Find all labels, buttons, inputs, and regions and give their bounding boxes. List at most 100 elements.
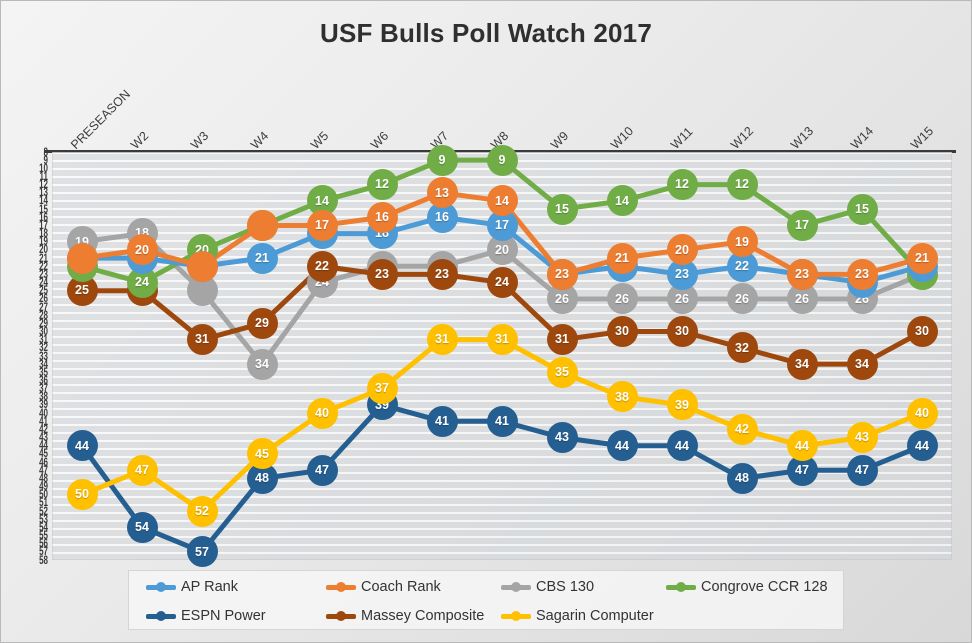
data-point-label: 45: [255, 446, 269, 461]
y-axis-tick: 51: [39, 496, 48, 510]
data-point-marker: 42: [726, 413, 758, 445]
data-point-marker: 20: [126, 234, 158, 266]
data-point-label: 23: [375, 267, 389, 282]
data-point-marker: 26: [726, 283, 758, 315]
y-axis-tick: 53: [39, 512, 48, 526]
data-point-marker: 44: [606, 430, 638, 462]
data-point-label: 47: [795, 462, 809, 477]
data-point-label: 15: [555, 201, 569, 216]
y-axis-tick: 38: [39, 390, 48, 404]
data-point-marker: 40: [306, 397, 338, 429]
data-point-marker: 21: [606, 242, 638, 274]
chart-title: USF Bulls Poll Watch 2017: [319, 18, 652, 48]
legend-item[interactable]: Coach Rank: [326, 572, 441, 602]
legend-color-swatch-icon: [326, 578, 356, 596]
y-axis-tick: 47: [39, 463, 48, 477]
legend-item-label: ESPN Power: [181, 608, 266, 624]
y-axis-tick: 33: [39, 349, 48, 363]
data-point-marker: 14: [606, 185, 638, 217]
y-axis-tick: 27: [39, 300, 48, 314]
chart-legend: AP Rank Coach Rank CBS 130 Congrove CCR 128…: [128, 570, 844, 630]
data-point-label: 48: [255, 471, 269, 486]
y-axis-tick: 22: [39, 259, 48, 273]
data-point-label: 17: [315, 218, 329, 233]
data-point-label: 23: [795, 267, 809, 282]
plot-area: 1918253424222220262626262626234454574847…: [52, 144, 952, 568]
data-point-marker: 43: [846, 422, 878, 454]
data-point-marker: 44: [66, 430, 98, 462]
data-point-marker: 37: [366, 373, 398, 405]
data-point-marker: 22: [186, 250, 218, 282]
data-point-label: 26: [615, 291, 629, 306]
x-axis-tick: W9: [548, 128, 572, 152]
data-point-label: 25: [75, 283, 89, 298]
data-point-label: 31: [195, 332, 209, 347]
legend-color-swatch-icon: [146, 578, 176, 596]
data-point-marker: 47: [126, 454, 158, 486]
data-point-marker: 12: [366, 169, 398, 201]
data-point-marker: 17: [306, 209, 338, 241]
data-point-label: 41: [435, 414, 449, 429]
data-point-label: 20: [495, 242, 509, 257]
data-point-label: 30: [675, 324, 689, 339]
data-point-marker: 57: [186, 536, 218, 568]
data-point-marker: 41: [486, 405, 518, 437]
legend-item[interactable]: Congrove CCR 128: [666, 572, 828, 602]
data-point-label: 31: [555, 332, 569, 347]
y-axis-tick: 28: [39, 308, 48, 322]
data-point-label: 22: [315, 258, 329, 273]
data-point-label: 14: [315, 193, 329, 208]
data-point-marker: 45: [246, 438, 278, 470]
data-point-label: 42: [735, 422, 749, 437]
data-point-label: 14: [615, 193, 629, 208]
data-point-label: 26: [735, 291, 749, 306]
y-axis-tick: 42: [39, 422, 48, 436]
legend-item-label: Sagarin Computer: [536, 608, 654, 624]
legend-item[interactable]: CBS 130: [501, 572, 594, 602]
legend-item[interactable]: AP Rank: [146, 572, 238, 602]
data-point-marker: 30: [666, 316, 698, 348]
legend-color-swatch-icon: [501, 578, 531, 596]
data-point-label: 39: [675, 397, 689, 412]
data-point-label: 29: [255, 316, 269, 331]
data-point-label: 47: [315, 462, 329, 477]
legend-item-label: Coach Rank: [361, 579, 441, 595]
y-axis-tick: 24: [39, 276, 48, 290]
data-point-label: 21: [615, 250, 629, 265]
y-axis-tick: 40: [39, 406, 48, 420]
data-point-label: 47: [135, 462, 149, 477]
data-point-marker: 9: [426, 144, 458, 176]
data-point-marker: 31: [546, 324, 578, 356]
legend-color-swatch-icon: [326, 607, 356, 625]
y-axis-tick: 29: [39, 316, 48, 330]
y-axis-tick: 20: [39, 243, 48, 257]
x-axis-tick: W3: [188, 128, 212, 152]
y-axis-tick: 52: [39, 504, 48, 518]
legend-color-swatch-icon: [666, 578, 696, 596]
y-axis-tick: 32: [39, 341, 48, 355]
y-axis-tick: 13: [39, 186, 48, 200]
x-axis-tick: W4: [248, 128, 272, 152]
legend-item[interactable]: Sagarin Computer: [501, 601, 654, 631]
y-axis-tick: 35: [39, 365, 48, 379]
data-point-label: 43: [555, 430, 569, 445]
data-point-marker: 13: [426, 177, 458, 209]
data-point-label: 23: [855, 267, 869, 282]
data-point-label: 9: [438, 152, 446, 167]
data-point-label: 40: [915, 405, 929, 420]
data-point-label: 20: [135, 242, 149, 257]
data-point-label: 24: [135, 275, 149, 290]
data-point-marker: 20: [666, 234, 698, 266]
y-axis-tick: 44: [39, 439, 48, 453]
legend-item-label: Congrove CCR 128: [701, 579, 828, 595]
data-point-label: 43: [855, 430, 869, 445]
data-point-label: 34: [795, 356, 809, 371]
y-axis-tick: 48: [39, 471, 48, 485]
legend-item[interactable]: ESPN Power: [146, 601, 266, 631]
data-point-marker: 32: [726, 332, 758, 364]
data-point-label: 41: [495, 414, 509, 429]
legend-item[interactable]: Massey Composite: [326, 601, 484, 631]
data-point-marker: 48: [726, 462, 758, 494]
data-point-marker: 35: [546, 356, 578, 388]
